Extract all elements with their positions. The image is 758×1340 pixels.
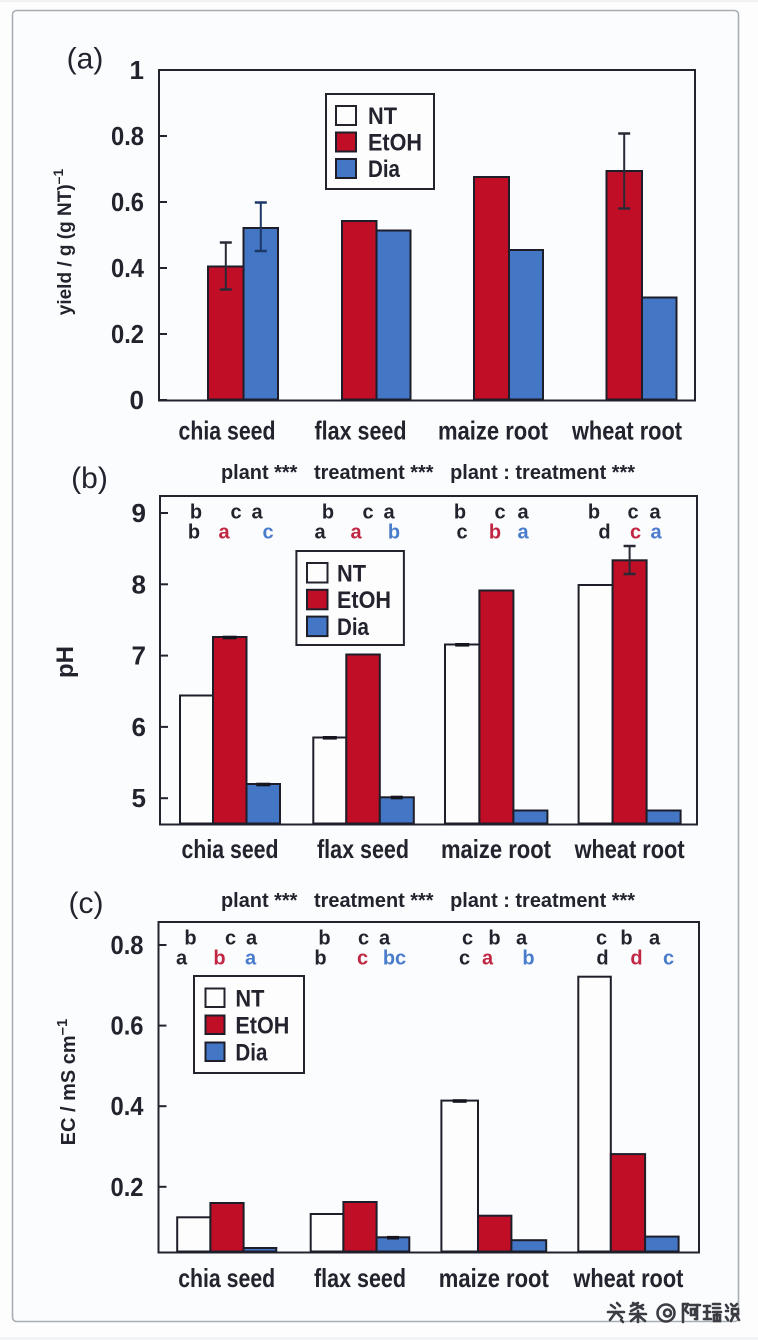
svg-text:8: 8	[132, 569, 146, 599]
svg-text:c: c	[627, 502, 638, 524]
svg-text:5: 5	[132, 783, 146, 813]
svg-text:b: b	[188, 522, 200, 544]
svg-text:d: d	[630, 948, 642, 970]
svg-text:a: a	[176, 948, 188, 970]
svg-text:c: c	[494, 502, 505, 524]
svg-text:(b): (b)	[71, 462, 108, 495]
svg-text:a: a	[517, 522, 529, 544]
svg-text:flax seed: flax seed	[315, 416, 407, 446]
svg-text:wheat root: wheat root	[571, 416, 682, 446]
svg-text:a: a	[245, 948, 257, 970]
svg-text:0.4: 0.4	[111, 253, 144, 283]
svg-text:maize root: maize root	[439, 1263, 549, 1293]
svg-text:d: d	[596, 948, 608, 970]
svg-text:b: b	[620, 928, 632, 950]
svg-text:b: b	[588, 502, 600, 524]
svg-text:pH: pH	[52, 646, 79, 678]
svg-text:b: b	[184, 928, 196, 950]
svg-text:a: a	[251, 502, 263, 524]
svg-text:a: a	[650, 522, 662, 544]
svg-text:c: c	[462, 928, 473, 950]
svg-text:b: b	[488, 928, 500, 950]
svg-text:chia seed: chia seed	[182, 834, 279, 864]
svg-text:maize root: maize root	[441, 834, 551, 864]
svg-text:0.8: 0.8	[111, 121, 144, 151]
svg-text:a: a	[516, 928, 528, 950]
svg-text:b: b	[213, 948, 225, 970]
svg-text:b: b	[318, 928, 330, 950]
svg-text:Dia: Dia	[337, 614, 370, 641]
svg-text:c: c	[362, 502, 373, 524]
svg-text:9: 9	[132, 498, 146, 528]
svg-text:a: a	[246, 928, 258, 950]
svg-text:a: a	[649, 928, 661, 950]
svg-text:c: c	[357, 948, 368, 970]
svg-text:b: b	[489, 522, 501, 544]
svg-text:c: c	[262, 522, 273, 544]
svg-text:maize root: maize root	[438, 416, 548, 446]
svg-text:0.8: 0.8	[111, 930, 144, 960]
svg-text:EtOH: EtOH	[337, 587, 391, 614]
svg-text:plant *** treatment *** pl: plant *** treatment *** plant : treatmen…	[221, 890, 635, 912]
svg-text:6: 6	[132, 712, 146, 742]
svg-text:0.2: 0.2	[111, 319, 144, 349]
svg-text:b: b	[454, 502, 466, 524]
svg-text:wheat root: wheat root	[574, 834, 685, 864]
svg-text:c: c	[459, 948, 470, 970]
svg-text:a: a	[517, 502, 529, 524]
svg-text:c: c	[630, 522, 641, 544]
svg-text:b: b	[322, 502, 334, 524]
svg-text:yield / g (g NT)–1: yield / g (g NT)–1	[50, 169, 76, 316]
svg-text:NT: NT	[235, 985, 264, 1012]
svg-text:EtOH: EtOH	[368, 130, 422, 157]
svg-text:a: a	[482, 948, 494, 970]
svg-text:flax seed: flax seed	[314, 1263, 406, 1293]
svg-text:EtOH: EtOH	[235, 1012, 289, 1039]
svg-text:0.2: 0.2	[111, 1172, 144, 1202]
svg-text:b: b	[388, 522, 400, 544]
svg-text:7: 7	[132, 641, 146, 671]
svg-text:Dia: Dia	[368, 156, 401, 183]
svg-text:c: c	[230, 502, 241, 524]
svg-text:b: b	[522, 948, 534, 970]
svg-text:c: c	[456, 522, 467, 544]
svg-text:a: a	[350, 522, 362, 544]
svg-text:c: c	[225, 928, 236, 950]
svg-text:NT: NT	[368, 103, 397, 130]
svg-text:a: a	[314, 522, 326, 544]
svg-text:c: c	[358, 928, 369, 950]
svg-text:b: b	[190, 502, 202, 524]
svg-text:Dia: Dia	[235, 1039, 268, 1066]
svg-text:a: a	[379, 928, 391, 950]
svg-text:a: a	[218, 522, 230, 544]
svg-text:1: 1	[130, 55, 144, 85]
svg-text:EC / mS cm–1: EC / mS cm–1	[54, 1019, 80, 1146]
svg-text:a: a	[649, 502, 661, 524]
svg-text:0: 0	[130, 385, 144, 415]
svg-text:chia seed: chia seed	[178, 1263, 275, 1293]
svg-text:0.4: 0.4	[111, 1091, 144, 1121]
svg-text:(a): (a)	[67, 43, 104, 76]
svg-text:d: d	[598, 522, 610, 544]
svg-text:wheat root: wheat root	[573, 1263, 684, 1293]
svg-text:chia seed: chia seed	[179, 416, 276, 446]
svg-text:bc: bc	[383, 948, 406, 970]
svg-text:b: b	[314, 948, 326, 970]
svg-text:NT: NT	[337, 560, 366, 587]
svg-text:(c): (c)	[69, 887, 104, 920]
svg-text:a: a	[383, 502, 395, 524]
svg-text:0.6: 0.6	[111, 1011, 144, 1041]
svg-text:0.6: 0.6	[111, 187, 144, 217]
svg-text:plant *** treatment *** pl: plant *** treatment *** plant : treatmen…	[221, 462, 635, 484]
svg-text:c: c	[663, 948, 674, 970]
svg-text:flax seed: flax seed	[317, 834, 409, 864]
svg-text:c: c	[596, 928, 607, 950]
